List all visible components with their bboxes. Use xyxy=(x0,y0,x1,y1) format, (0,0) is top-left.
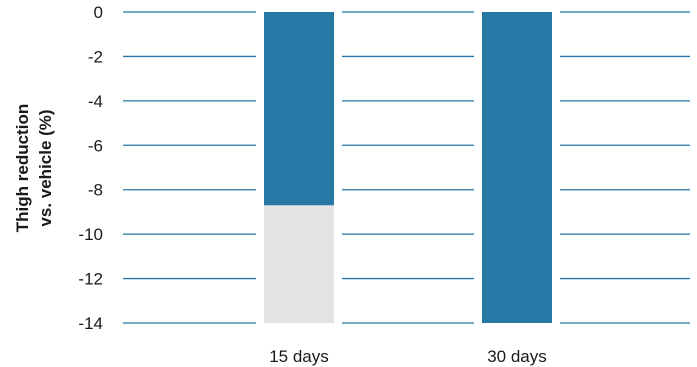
bar xyxy=(264,12,334,206)
bar-remainder xyxy=(264,205,334,323)
y-tick-label: -12 xyxy=(78,270,103,289)
x-tick-label: 15 days xyxy=(269,347,329,366)
y-tick-label: -2 xyxy=(88,47,103,66)
y-tick-label: -14 xyxy=(78,314,103,333)
y-tick-label: -6 xyxy=(88,136,103,155)
bars xyxy=(264,12,552,323)
y-tick-label: -10 xyxy=(78,225,103,244)
bar xyxy=(482,12,552,323)
y-tick-label: -8 xyxy=(88,181,103,200)
y-tick-label: -4 xyxy=(88,92,103,111)
y-tick-labels: 0 -2 -4 -6 -8 -10 -12 -14 xyxy=(78,3,103,333)
x-tick-label: 30 days xyxy=(487,347,547,366)
y-tick-label: 0 xyxy=(94,3,103,22)
y-axis-title-line2: vs. vehicle (%) xyxy=(36,109,55,226)
gridlines xyxy=(123,11,690,324)
y-axis-title-line1: Thigh reduction xyxy=(13,104,32,232)
y-axis-title: Thigh reduction vs. vehicle (%) xyxy=(13,104,55,232)
x-tick-labels: 15 days 30 days xyxy=(269,347,547,366)
